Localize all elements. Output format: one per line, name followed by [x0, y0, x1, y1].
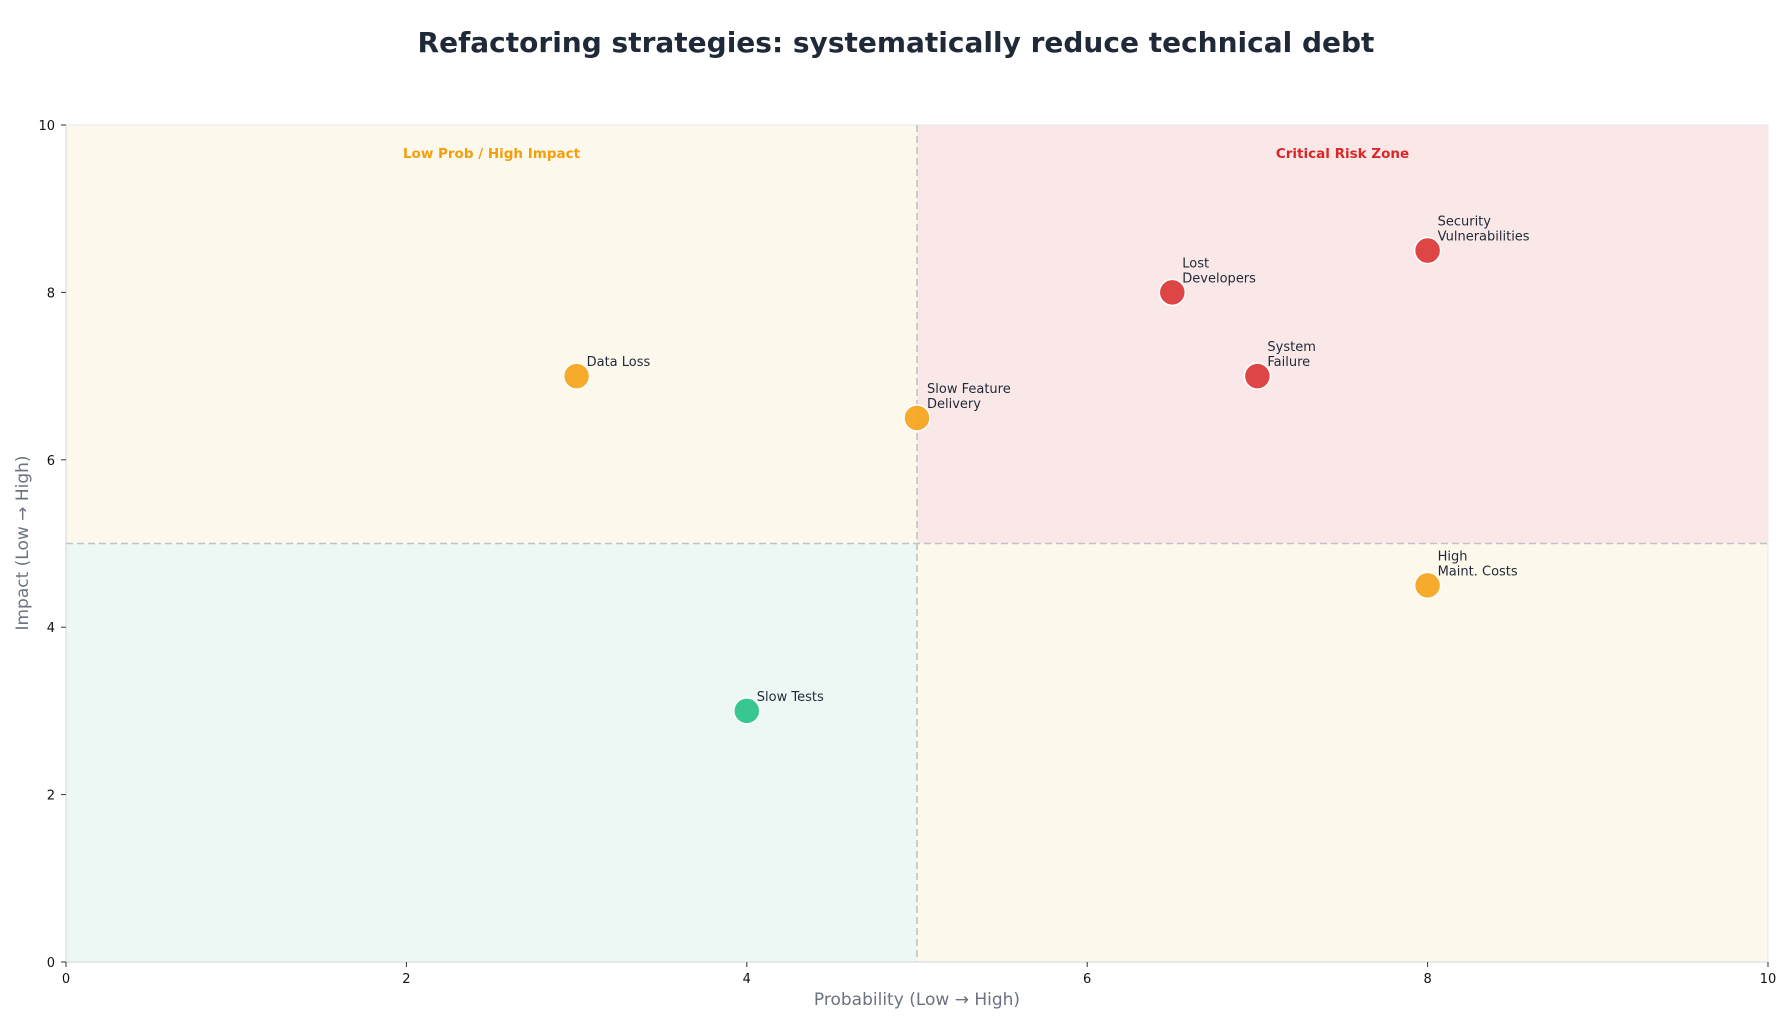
data-point-label: Delivery — [927, 397, 981, 412]
x-axis-label: Probability (Low → High) — [814, 990, 1020, 1010]
y-tick-label: 10 — [38, 119, 55, 134]
quadrant-low-low — [66, 543, 917, 962]
quadrant-low-prob-high-impact — [66, 125, 917, 544]
y-tick-label: 6 — [47, 454, 55, 469]
data-point-label: Failure — [1267, 355, 1310, 370]
data-point — [1158, 278, 1187, 307]
y-tick-label: 8 — [47, 286, 55, 301]
data-point-label: Slow Tests — [757, 690, 824, 705]
data-point-label: Developers — [1182, 271, 1256, 286]
x-tick-label: 0 — [62, 972, 70, 987]
quadrant-layer: Low Prob / High Impact Critical Risk Zone — [65, 124, 1769, 963]
data-point — [1413, 236, 1442, 265]
data-point-label: System — [1267, 340, 1315, 355]
data-point-label: Vulnerabilities — [1438, 230, 1530, 245]
y-tick-label: 4 — [47, 621, 55, 636]
y-tick-label: 2 — [47, 789, 55, 804]
x-tick-label: 8 — [1423, 972, 1431, 987]
chart-title: Refactoring strategies: systematically r… — [418, 26, 1375, 59]
data-point — [562, 362, 591, 390]
data-point-label: Data Loss — [587, 355, 651, 370]
y-axis-label: Impact (Low → High) — [13, 455, 33, 630]
quadrant-critical — [917, 125, 1768, 544]
threshold-layer — [66, 125, 1768, 962]
data-point — [733, 697, 761, 725]
data-point — [1413, 571, 1442, 600]
data-point — [1243, 362, 1272, 390]
x-tick-label: 6 — [1083, 972, 1091, 987]
axes-layer: 0 2 4 6 8 10 0 2 4 6 8 10 — [38, 119, 1776, 987]
x-tick-label: 10 — [1760, 972, 1777, 987]
quadrant-high-prob-low-impact — [917, 543, 1768, 962]
x-tick-label: 4 — [743, 972, 751, 987]
y-tick-label: 0 — [47, 956, 55, 971]
quadrant-label-critical: Critical Risk Zone — [1276, 146, 1409, 162]
data-point-label: Lost — [1182, 256, 1209, 271]
x-tick-label: 2 — [402, 972, 410, 987]
data-point-label: Maint. Costs — [1438, 564, 1518, 579]
quadrant-label-low-prob-high-impact: Low Prob / High Impact — [403, 146, 581, 162]
data-point-label: Security — [1438, 215, 1492, 230]
data-point — [903, 404, 931, 432]
data-point-label: High — [1438, 549, 1468, 564]
data-point-label: Slow Feature — [927, 382, 1011, 397]
